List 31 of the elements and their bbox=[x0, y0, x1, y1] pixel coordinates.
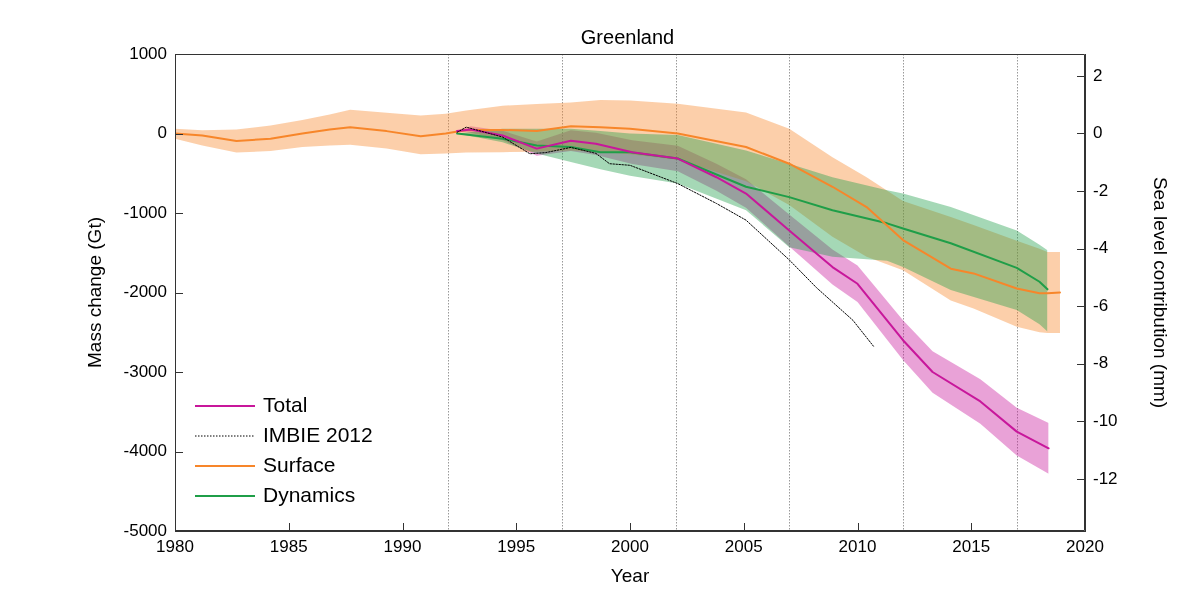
y2-tick-label: -8 bbox=[1093, 353, 1109, 373]
x-tick-label: 1985 bbox=[269, 536, 308, 556]
y-tick-label: 1000 bbox=[129, 43, 167, 63]
legend-label: Dynamics bbox=[263, 482, 356, 506]
legend-label: Total bbox=[263, 392, 308, 416]
y-tick-label: -3000 bbox=[123, 361, 167, 381]
x-tick-label: 2020 bbox=[1066, 536, 1104, 556]
y-tick-label: -1000 bbox=[123, 202, 167, 222]
x-tick-label: 2000 bbox=[611, 536, 649, 556]
x-tick-label: 1990 bbox=[383, 536, 422, 556]
x-axis-title: Year bbox=[610, 564, 650, 586]
y-axis-title: Mass change (Gt) bbox=[83, 217, 105, 368]
y-tick-label: -2000 bbox=[123, 282, 167, 302]
y2-tick-label: 2 bbox=[1093, 65, 1103, 85]
legend-label: Surface bbox=[263, 452, 336, 476]
x-tick-label: 2010 bbox=[838, 536, 877, 556]
x-tick-label: 2005 bbox=[724, 536, 763, 556]
y2-axis-title: Sea level contribution (mm) bbox=[1150, 176, 1172, 409]
y2-tick-label: -10 bbox=[1093, 411, 1118, 431]
y-tick-label: -4000 bbox=[123, 441, 167, 461]
chart-title: Greenland bbox=[580, 25, 675, 48]
y2-tick-label: -2 bbox=[1093, 180, 1109, 200]
y2-tick-label: -4 bbox=[1093, 238, 1109, 258]
line-series bbox=[456, 126, 874, 347]
y2-tick-label: 0 bbox=[1093, 123, 1103, 143]
y2-tick-label: -12 bbox=[1093, 468, 1118, 488]
y-tick-label: 0 bbox=[157, 123, 167, 143]
legend-label: IMBIE 2012 bbox=[263, 422, 373, 446]
x-tick-label: 2015 bbox=[952, 536, 991, 556]
x-tick-label: 1995 bbox=[497, 536, 536, 556]
y2-tick-label: -6 bbox=[1093, 295, 1109, 315]
